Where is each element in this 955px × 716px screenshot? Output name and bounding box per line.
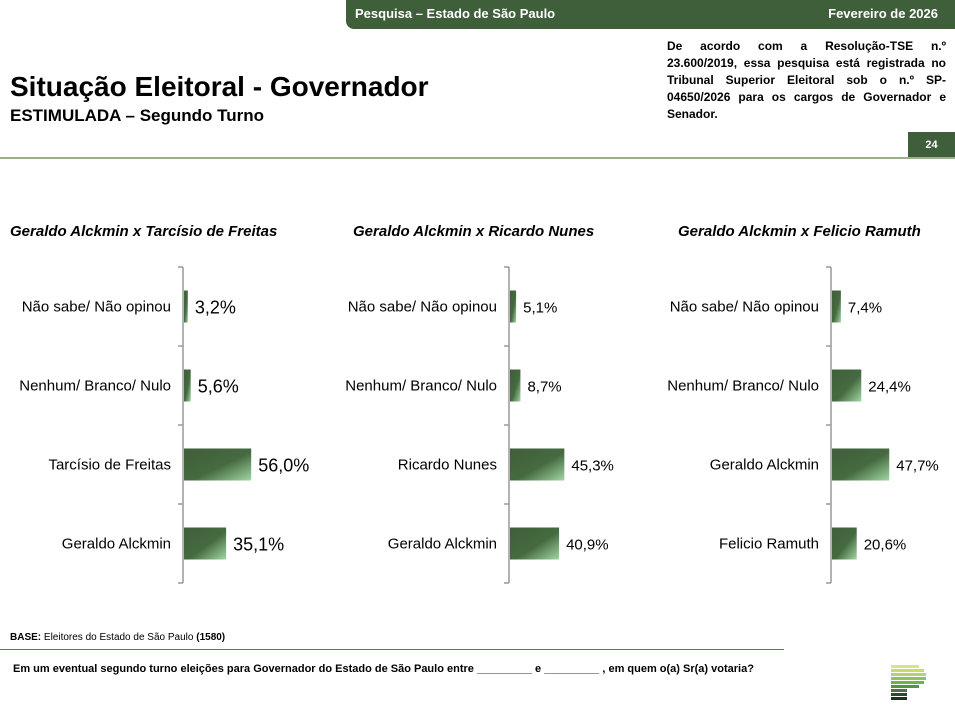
category-label: Nenhum/ Branco/ Nulo [345,378,497,395]
category-label: Geraldo Alckmin [710,457,819,474]
base-n: (1580) [196,632,226,643]
base-text: Eleitores do Estado de São Paulo [41,632,197,643]
category-label: Geraldo Alckmin [388,536,497,553]
header-bar: Pesquisa – Estado de São Paulo Fevereiro… [346,0,955,29]
category-label: Ricardo Nunes [398,457,497,474]
base-note: BASE: Eleitores do Estado de São Paulo (… [10,632,225,643]
category-label: Não sabe/ Não opinou [348,299,497,316]
bar [510,448,565,481]
bar [832,290,841,323]
value-label: 5,1% [523,299,557,316]
value-label: 47,7% [896,457,939,474]
bar [184,527,227,560]
header-divider [0,157,955,159]
bar [184,369,191,402]
bar [832,448,890,481]
value-label: 5,6% [198,376,239,396]
value-label: 8,7% [527,378,561,395]
survey-date: Fevereiro de 2026 [828,6,938,21]
value-label: 40,9% [566,536,609,553]
category-label: Tarcísio de Freitas [48,457,171,474]
page-title: Situação Eleitoral - Governador [10,71,429,102]
survey-name: Pesquisa – Estado de São Paulo [355,6,556,21]
chart-title-2: Geraldo Alckmin x Ricardo Nunes [353,223,595,240]
survey-question: Em um eventual segundo turno eleições pa… [13,663,754,675]
chart-title-3: Geraldo Alckmin x Felicio Ramuth [678,223,921,240]
category-label: Felicio Ramuth [719,536,819,553]
brand-logo [891,665,926,700]
category-label: Nenhum/ Branco/ Nulo [667,378,819,395]
category-label: Nenhum/ Branco/ Nulo [19,378,171,395]
bar [832,527,857,560]
base-label: BASE: [10,632,42,643]
bar [832,369,862,402]
bar [510,527,560,560]
value-label: 35,1% [233,534,284,554]
category-label: Não sabe/ Não opinou [22,299,171,316]
bar [510,290,517,323]
chart-title-1: Geraldo Alckmin x Tarcísio de Freitas [10,223,278,240]
category-label: Não sabe/ Não opinou [670,299,819,316]
bar [184,290,188,323]
value-label: 56,0% [258,455,309,475]
value-label: 20,6% [864,536,907,553]
category-label: Geraldo Alckmin [62,536,171,553]
bar [510,369,521,402]
value-label: 24,4% [868,378,911,395]
registration-note: De acordo com a Resolução-TSE n.º 23.600… [667,39,946,121]
value-label: 3,2% [195,297,236,317]
value-label: 7,4% [848,299,882,316]
page-subtitle: ESTIMULADA – Segundo Turno [10,106,265,125]
bar [184,448,252,481]
footer-divider [0,649,784,650]
value-label: 45,3% [571,457,614,474]
page-number: 24 [908,132,955,158]
